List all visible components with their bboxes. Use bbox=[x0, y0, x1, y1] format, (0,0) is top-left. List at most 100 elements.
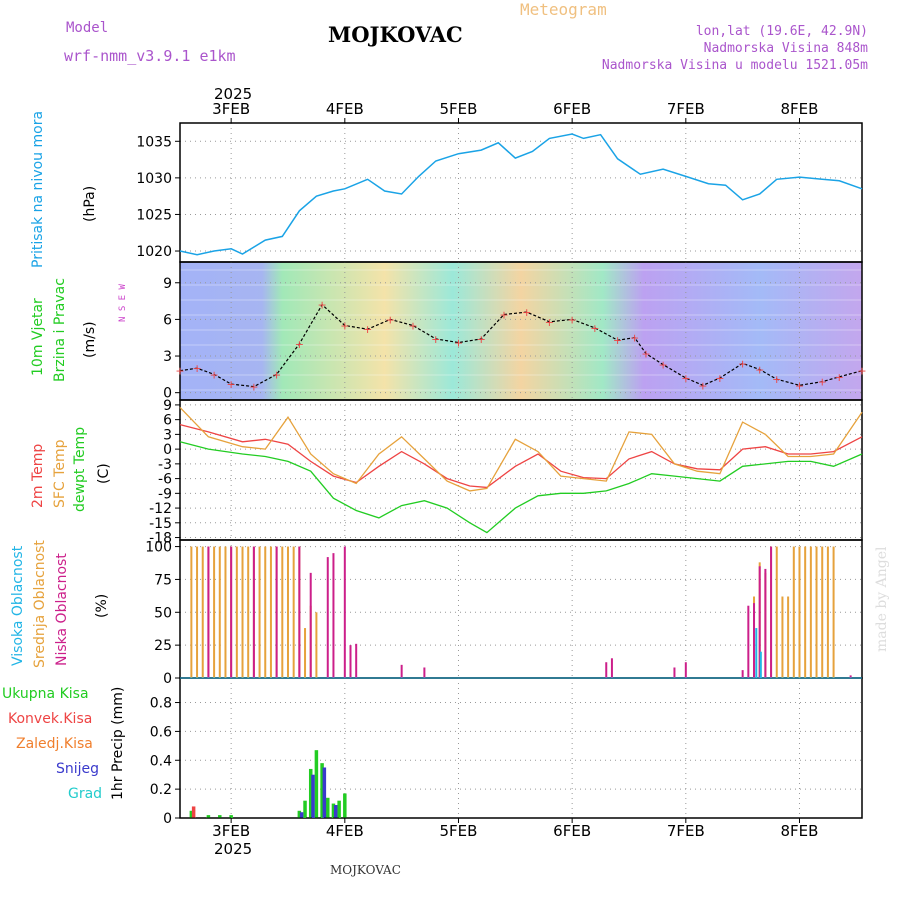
y-tick-label: 75 bbox=[154, 572, 172, 588]
y-tick-label: 0.8 bbox=[150, 696, 172, 712]
y-tick-label: 50 bbox=[154, 605, 172, 621]
y-tick-label: -12 bbox=[149, 501, 172, 517]
cloud-bar-srednja bbox=[804, 546, 807, 678]
precip-bar-ukupna bbox=[337, 800, 341, 818]
pressure-series-line bbox=[179, 133, 863, 256]
cloud-bar-niska bbox=[275, 546, 278, 678]
cloud-bar-niska bbox=[758, 566, 761, 678]
wind-gust-marker: + bbox=[272, 368, 281, 381]
cloud-bar-niska bbox=[673, 667, 676, 678]
y-tick-label: 1025 bbox=[136, 207, 172, 223]
y-tick-label: -9 bbox=[158, 486, 172, 502]
cloud-bar-niska bbox=[770, 546, 773, 678]
elevation-label: Nadmorska Visina 848m bbox=[703, 41, 868, 56]
cloud-bar-niska bbox=[764, 568, 767, 678]
y-tick-label: 100 bbox=[145, 540, 172, 556]
precip-bar-ukupna bbox=[218, 815, 222, 818]
y-tick-label: 6 bbox=[163, 312, 172, 328]
cloud-bar-niska bbox=[309, 572, 312, 678]
temp-line-2m bbox=[179, 423, 863, 489]
precip-bar-ukupna bbox=[314, 750, 319, 818]
cloud-bar-srednja bbox=[247, 546, 250, 678]
wind-gust-marker: + bbox=[681, 372, 690, 385]
cloud-bar-srednja bbox=[815, 546, 818, 678]
cloud-bar-niska bbox=[741, 670, 744, 678]
x-day-label-top: 4FEB bbox=[326, 100, 364, 118]
precip-bar-ukupna bbox=[229, 815, 233, 818]
cloud-bar-srednja bbox=[304, 628, 307, 678]
cloud-bar-niska bbox=[610, 658, 613, 678]
cloud-bar-niska bbox=[355, 643, 358, 678]
cloud-bar-srednja bbox=[269, 546, 272, 678]
model-name: wrf-nmm_v3.9.1 e1km bbox=[64, 47, 236, 65]
wind-gust-marker: + bbox=[295, 338, 304, 351]
cloud-bar-srednja bbox=[787, 596, 790, 678]
x-day-label-top: 3FEB bbox=[212, 100, 250, 118]
cloud-bar-srednja bbox=[213, 546, 216, 678]
lonlat-label: lon,lat (19.6E, 42.9N) bbox=[695, 24, 868, 39]
cloud-bar-niska bbox=[298, 546, 301, 678]
precip-bar-ukupna bbox=[320, 763, 324, 818]
y-tick-label: -15 bbox=[149, 516, 172, 532]
x-day-label-top: 8FEB bbox=[781, 100, 819, 118]
y-tick-label: 0.6 bbox=[150, 724, 172, 740]
precip-bar-ukupna bbox=[297, 810, 302, 818]
precip-bar-ukupna bbox=[189, 810, 194, 818]
panel-frame bbox=[179, 122, 863, 263]
cloud-bar-srednja bbox=[286, 546, 289, 678]
y-tick-label: 0.4 bbox=[150, 753, 172, 769]
cloud-bar-srednja bbox=[224, 546, 227, 678]
wind-gust-marker: + bbox=[835, 371, 844, 384]
precip-bar-ukupna bbox=[303, 800, 307, 818]
x-day-label-bottom: 6FEB bbox=[553, 822, 591, 840]
wind-gust-marker: + bbox=[568, 313, 577, 326]
y-tick-label: 9 bbox=[163, 276, 172, 292]
y-tick-label: 0 bbox=[163, 442, 172, 458]
cloud-bar-srednja bbox=[781, 596, 784, 678]
wind-gust-marker: + bbox=[641, 348, 650, 361]
wind-gust-marker: + bbox=[249, 381, 258, 394]
wind-gust-marker: + bbox=[755, 363, 764, 376]
wind-gust-marker: + bbox=[227, 378, 236, 391]
cloud-bar-visoka bbox=[759, 651, 762, 678]
x-day-label-bottom: 5FEB bbox=[440, 822, 478, 840]
cloud-bar-srednja bbox=[826, 546, 829, 678]
wind-gust-marker: + bbox=[630, 332, 639, 345]
wind-gust-marker: + bbox=[499, 309, 508, 322]
wind-gust-marker: + bbox=[431, 333, 440, 346]
y-tick-label: 1020 bbox=[136, 244, 172, 260]
precip-bar-ukupna bbox=[331, 803, 336, 818]
x-day-label-bottom: 8FEB bbox=[781, 822, 819, 840]
y-tick-label: 3 bbox=[163, 349, 172, 365]
legend-convective-rain: Konvek.Kisa bbox=[8, 711, 93, 727]
wind-gust-marker: + bbox=[408, 320, 417, 333]
precip-bar-snijeg bbox=[299, 812, 304, 818]
wind-gust-marker: + bbox=[477, 333, 486, 346]
wind-gust-marker: + bbox=[795, 379, 804, 392]
cloud-bar-srednja bbox=[258, 546, 261, 678]
cloud-bar-srednja bbox=[201, 546, 204, 678]
year-label-top: 2025 bbox=[214, 85, 253, 103]
cloud-bar-srednja bbox=[832, 546, 835, 678]
cloud-bar-srednja bbox=[241, 546, 244, 678]
wind-gust-marker: + bbox=[454, 337, 463, 350]
cloud-bar-srednja bbox=[264, 546, 267, 678]
y-tick-label: 1035 bbox=[136, 134, 172, 150]
model-elevation-label: Nadmorska Visina u modelu 1521.05m bbox=[601, 58, 868, 73]
cloud-bar-niska bbox=[332, 553, 335, 678]
wind-gust-marker: + bbox=[772, 373, 781, 386]
y-tick-label: 6 bbox=[163, 413, 172, 429]
x-day-label-top: 6FEB bbox=[553, 100, 591, 118]
footer-station: MOJKOVAC bbox=[330, 863, 401, 877]
y-tick-label: 25 bbox=[154, 638, 172, 654]
cloud-bar-niska bbox=[753, 603, 756, 678]
temp-line-dewpt bbox=[179, 441, 863, 534]
wind-gust-marker: + bbox=[590, 322, 599, 335]
panel-frame bbox=[179, 677, 863, 819]
wind-gust-marker: + bbox=[317, 299, 326, 312]
x-day-label-top: 5FEB bbox=[440, 100, 478, 118]
wind-gust-marker: + bbox=[386, 313, 395, 326]
wind-gust-marker: + bbox=[698, 379, 707, 392]
y-tick-label: 1030 bbox=[136, 171, 172, 187]
legend-total-rain: Ukupna Kisa bbox=[2, 686, 89, 702]
